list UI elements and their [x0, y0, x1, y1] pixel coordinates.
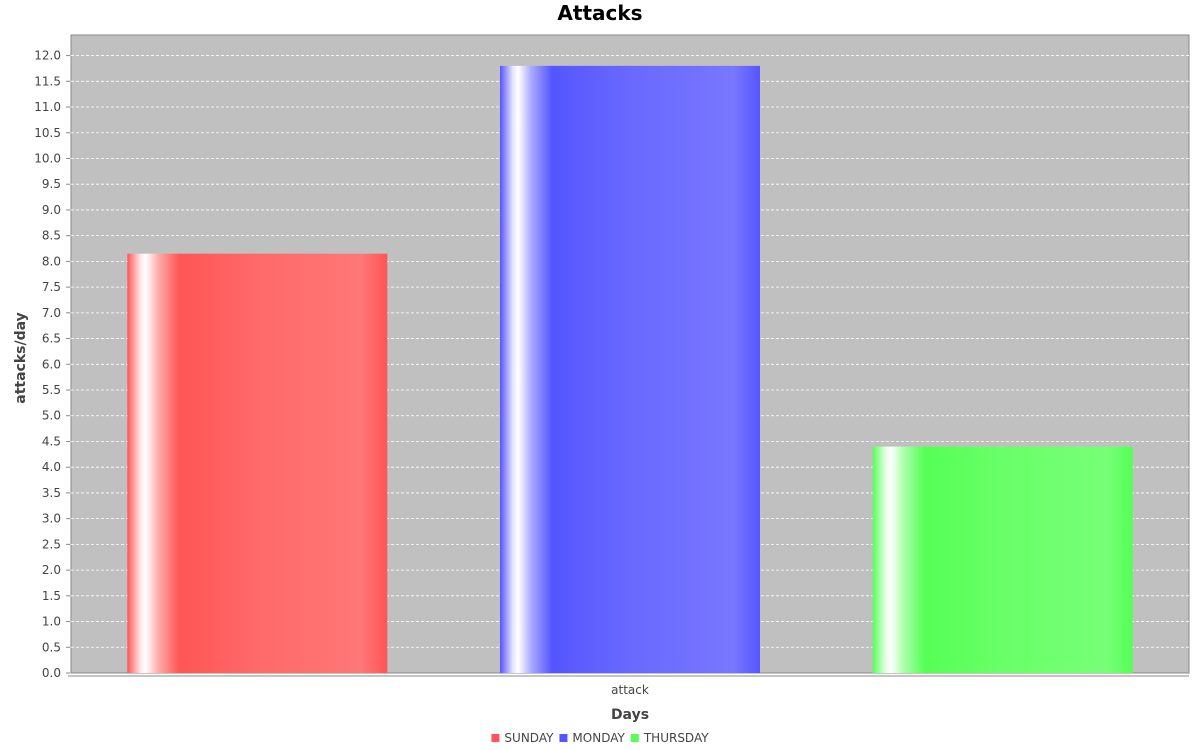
y-tick-label: 3.5 [42, 486, 61, 500]
y-tick-label: 7.0 [42, 306, 61, 320]
y-tick-label: 11.5 [34, 74, 61, 88]
y-tick-label: 10.0 [34, 151, 61, 165]
legend-swatch-sunday [491, 734, 500, 742]
bar-sunday [127, 253, 388, 673]
y-tick-label: 2.0 [42, 563, 61, 577]
y-axis-label: attacks/day [13, 312, 29, 404]
legend-label-sunday: SUNDAY [504, 731, 554, 745]
y-tick-label: 6.5 [42, 332, 61, 346]
y-axis-ticks: 0.0 0.5 1.0 1.5 2.0 2.5 3.0 3.5 4.0 4.5 5.0 5.5 6.0 6… [34, 49, 70, 680]
y-tick-label: 12.0 [34, 49, 61, 63]
y-tick-label: 8.0 [42, 254, 61, 268]
y-tick-label: 4.0 [42, 460, 61, 474]
bar-thursday [872, 446, 1133, 673]
legend-label-monday: MONDAY [572, 731, 625, 745]
y-tick-label: 5.0 [42, 409, 61, 423]
y-tick-label: 2.5 [42, 537, 61, 551]
chart-title: Attacks [557, 1, 642, 25]
legend-swatch-thursday [630, 734, 639, 742]
bar-monday [500, 65, 760, 673]
y-tick-label: 4.5 [42, 434, 61, 448]
legend-swatch-monday [559, 734, 568, 742]
y-tick-label: 0.5 [42, 640, 61, 654]
bars [127, 65, 1133, 673]
y-tick-label: 3.0 [42, 512, 61, 526]
y-tick-label: 1.0 [42, 615, 61, 629]
y-tick-label: 10.5 [34, 126, 61, 140]
y-tick-label: 6.0 [42, 357, 61, 371]
y-tick-label: 1.5 [42, 589, 61, 603]
x-axis-label: Days [611, 707, 649, 723]
x-category-label: attack [611, 683, 649, 697]
y-tick-label: 8.5 [42, 229, 61, 243]
y-tick-label: 5.5 [42, 383, 61, 397]
legend: SUNDAY MONDAY THURSDAY [491, 731, 709, 745]
legend-label-thursday: THURSDAY [643, 731, 709, 745]
y-tick-label: 9.0 [42, 203, 61, 217]
y-tick-label: 9.5 [42, 177, 61, 191]
y-tick-label: 7.5 [42, 280, 61, 294]
y-tick-label: 0.0 [42, 666, 61, 680]
y-tick-label: 11.0 [34, 100, 61, 114]
